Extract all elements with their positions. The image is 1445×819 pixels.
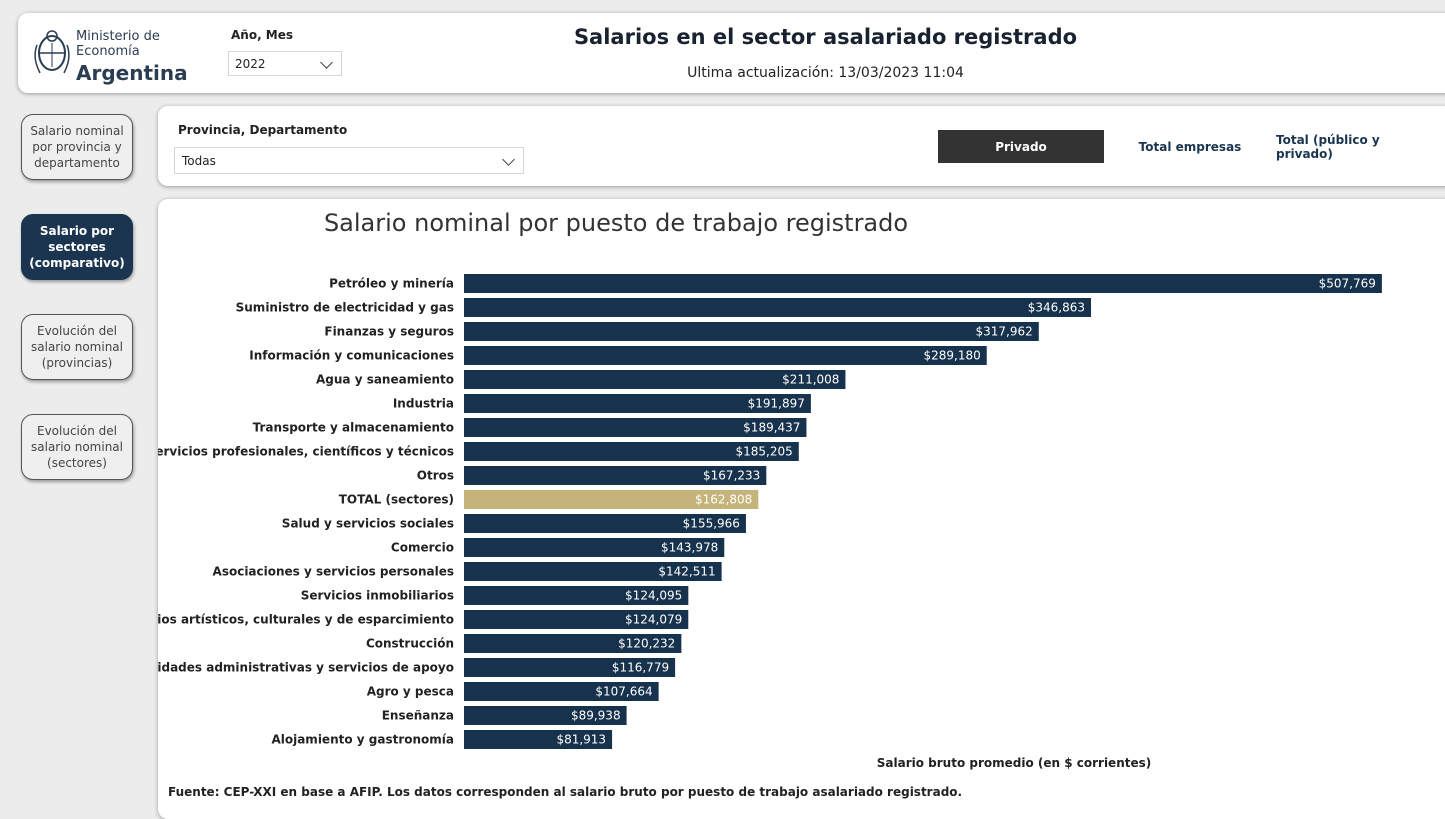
- sector-bar[interactable]: [464, 322, 1039, 341]
- nav-evolucion-sectores-button[interactable]: Evolución del salario nominal (sectores): [21, 414, 133, 480]
- bar-value-label: $185,205: [736, 445, 793, 459]
- category-label: Servicios inmobiliarios: [301, 589, 454, 603]
- sector-bar[interactable]: [464, 442, 799, 461]
- sector-bar[interactable]: [464, 514, 746, 533]
- logo-argentina-text: Argentina: [76, 61, 188, 85]
- logo-economy-text: Economía: [76, 44, 140, 59]
- source-note: Fuente: CEP-XXI en base a AFIP. Los dato…: [168, 785, 963, 799]
- category-label: Servicios profesionales, científicos y t…: [158, 445, 454, 459]
- year-dropdown[interactable]: 2022: [228, 51, 342, 76]
- sector-bar[interactable]: [464, 274, 1382, 293]
- bar-value-label: $124,095: [625, 589, 682, 603]
- category-label: Otros: [417, 469, 454, 483]
- sector-bar[interactable]: [464, 706, 627, 725]
- sector-bar[interactable]: [464, 730, 613, 749]
- category-label: Industria: [393, 397, 454, 411]
- category-label: Suministro de electricidad y gas: [236, 301, 454, 315]
- category-label: Finanzas y seguros: [324, 325, 454, 339]
- category-label: Asociaciones y servicios personales: [213, 565, 454, 579]
- category-label: Comercio: [391, 541, 454, 555]
- chevron-down-icon: [502, 153, 515, 166]
- year-filter-label: Año, Mes: [231, 28, 294, 42]
- category-label: Agua y saneamiento: [316, 373, 454, 387]
- bar-value-label: $120,232: [618, 637, 675, 651]
- chevron-down-icon: [320, 56, 333, 69]
- page-title: Salarios en el sector asalariado registr…: [573, 25, 1078, 49]
- bar-chart: Petróleo y minería $507,769 Suministro de …: [158, 274, 1382, 749]
- category-label: Transporte y almacenamiento: [253, 421, 454, 435]
- nav-evolucion-provincias-button[interactable]: Evolución del salario nominal (provincia…: [21, 314, 133, 380]
- category-label: Salud y servicios sociales: [282, 517, 454, 531]
- sector-bar[interactable]: [464, 298, 1092, 317]
- bar-value-label: $142,511: [658, 565, 715, 579]
- bar-value-label: $191,897: [748, 397, 805, 411]
- category-label: Actividades administrativas y servicios …: [158, 661, 454, 675]
- sector-bar[interactable]: [464, 682, 659, 701]
- sector-bar[interactable]: [464, 634, 682, 653]
- bar-value-label: $317,962: [976, 325, 1033, 339]
- nav-salario-provincia-button[interactable]: Salario nominal por provincia y departam…: [21, 114, 133, 180]
- bar-value-label: $289,180: [923, 349, 980, 363]
- category-label: Construcción: [366, 637, 454, 651]
- sector-bar[interactable]: [464, 538, 725, 557]
- filter-panel: Provincia, Departamento Todas Privado To…: [158, 106, 1445, 186]
- x-axis-label: Salario bruto promedio (en $ corrientes): [876, 756, 1152, 770]
- ministry-logo: Ministerio de Economía Argentina: [32, 19, 188, 87]
- sector-bar[interactable]: [464, 658, 676, 677]
- bar-value-label: $507,769: [1319, 277, 1376, 291]
- segment-total-empresas-button[interactable]: Total empresas: [1138, 139, 1242, 154]
- category-label: Alojamiento y gastronomía: [271, 733, 454, 747]
- bar-value-label: $116,779: [612, 661, 669, 675]
- province-dropdown[interactable]: Todas: [174, 147, 524, 174]
- sector-bar[interactable]: [464, 346, 987, 365]
- bar-value-label: $346,863: [1028, 301, 1085, 315]
- bar-value-label: $107,664: [595, 685, 652, 699]
- bar-value-label: $211,008: [782, 373, 839, 387]
- segment-total-publico-privado-button[interactable]: Total (público y privado): [1276, 132, 1380, 161]
- sector-bar[interactable]: [464, 586, 689, 605]
- last-updated-text: Ultima actualización: 13/03/2023 11:04: [687, 65, 964, 81]
- segment-privado-button[interactable]: Privado: [938, 130, 1104, 163]
- year-dropdown-value: 2022: [235, 57, 266, 71]
- bar-value-label: $189,437: [743, 421, 800, 435]
- sector-bar[interactable]: [464, 610, 689, 629]
- category-label: Petróleo y minería: [329, 277, 454, 291]
- header-panel: Ministerio de Economía Argentina Año, Me…: [18, 13, 1445, 93]
- nav-salario-sectores-button[interactable]: Salario por sectores (comparativo): [21, 214, 133, 280]
- province-filter-label: Provincia, Departamento: [178, 123, 348, 137]
- category-label: TOTAL (sectores): [339, 493, 454, 507]
- bar-value-label: $81,913: [556, 733, 606, 747]
- category-label: Agro y pesca: [367, 685, 454, 699]
- province-dropdown-value: Todas: [182, 154, 216, 168]
- category-label: Información y comunicaciones: [249, 349, 454, 363]
- bar-value-label: $124,079: [625, 613, 682, 627]
- bar-value-label: $155,966: [683, 517, 740, 531]
- sector-bar[interactable]: [464, 418, 807, 437]
- bar-value-label: $143,978: [661, 541, 718, 555]
- chart-panel: Salario nominal por puesto de trabajo re…: [158, 199, 1445, 819]
- sector-bar[interactable]: [464, 394, 811, 413]
- chart-title: Salario nominal por puesto de trabajo re…: [323, 209, 909, 237]
- category-label: Servicios artísticos, culturales y de es…: [158, 613, 454, 627]
- category-label: Enseñanza: [382, 709, 454, 723]
- logo-ministry-text: Ministerio de: [76, 29, 160, 44]
- bar-value-label: $89,938: [571, 709, 621, 723]
- bar-value-label: $167,233: [703, 469, 760, 483]
- sector-bar[interactable]: [464, 370, 846, 389]
- sector-bar[interactable]: [464, 562, 722, 581]
- bar-value-label: $162,808: [695, 493, 752, 507]
- coat-of-arms-icon: [34, 30, 70, 74]
- sector-bar[interactable]: [464, 466, 767, 485]
- total-bar[interactable]: [464, 490, 759, 509]
